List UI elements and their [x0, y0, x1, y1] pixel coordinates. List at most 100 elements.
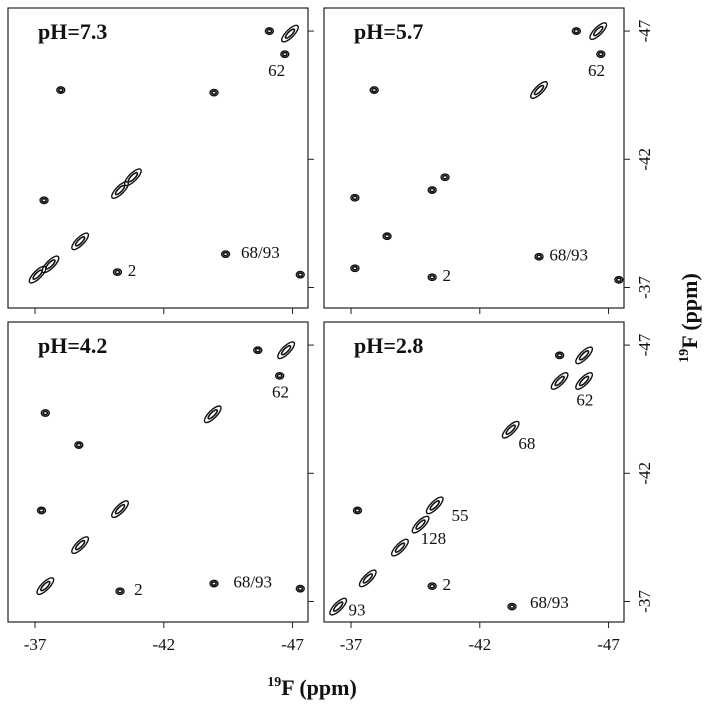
peak — [209, 579, 219, 588]
panel-title: pH=7.3 — [38, 19, 107, 44]
peak-contour — [597, 51, 604, 57]
x-axis-title: 19F (ppm) — [267, 675, 357, 700]
x-tick-label: -47 — [597, 635, 620, 654]
peak — [41, 255, 60, 274]
peak-contour — [266, 28, 273, 34]
peak — [220, 250, 231, 259]
peak — [575, 346, 594, 365]
peak-contour — [114, 184, 126, 196]
peak-contour — [371, 87, 378, 93]
peak — [589, 22, 608, 41]
peak — [440, 173, 450, 182]
peak-contour — [508, 604, 515, 610]
peak-contour — [573, 28, 580, 34]
peak-contour — [578, 350, 590, 361]
peak-contour — [351, 265, 358, 271]
peak-contour — [114, 269, 121, 275]
peak — [40, 409, 51, 417]
annotation: 68 — [518, 434, 535, 453]
peak — [350, 193, 360, 202]
x-tick-label: -37 — [340, 635, 363, 654]
annotation: 62 — [576, 390, 593, 409]
panel-title: pH=4.2 — [38, 333, 107, 358]
peak — [575, 371, 594, 390]
panel: -37 -42 -47 pH=5.7 62 2 68/93 — [323, 7, 654, 314]
annotation: 68/93 — [241, 243, 280, 262]
peak-contour — [74, 236, 86, 247]
peak-contour — [505, 424, 517, 435]
peak — [264, 27, 275, 35]
panel: pH=7.3 62 2 68/93 — [7, 7, 314, 314]
peak-contour — [117, 588, 124, 594]
annotation: 62 — [268, 61, 285, 80]
peak — [501, 420, 520, 439]
peak — [530, 81, 548, 100]
peak-contour — [276, 373, 283, 379]
y-tick-label: -37 — [635, 590, 654, 613]
peak — [390, 538, 409, 557]
peak — [111, 500, 129, 519]
annotation: 62 — [272, 383, 289, 402]
x-label: F (ppm) — [281, 675, 357, 700]
peak-contour — [429, 583, 436, 589]
peak-contour — [211, 90, 218, 96]
peak-contour — [362, 573, 374, 584]
peak-contour — [254, 347, 261, 353]
peak — [71, 232, 90, 251]
peak-contour — [394, 542, 406, 553]
peak-contour — [222, 251, 229, 257]
y-tick-label: -37 — [635, 276, 654, 299]
x-tick-label: -47 — [281, 635, 304, 654]
peak — [203, 405, 222, 424]
peak-contour — [41, 197, 48, 203]
peak-contour — [57, 87, 64, 93]
y-label-sup: 19 — [677, 349, 692, 363]
peak — [554, 351, 565, 360]
panel-frame — [323, 321, 625, 623]
peak — [329, 597, 348, 616]
peak — [209, 88, 219, 97]
peak — [274, 371, 285, 380]
peak — [123, 168, 142, 187]
peak — [358, 569, 377, 588]
x-tick-label: -37 — [24, 635, 47, 654]
peak — [36, 506, 47, 515]
peak-contour — [354, 508, 361, 513]
peak-contour — [32, 269, 43, 280]
peak-contour — [429, 500, 441, 511]
panel: -37 -42 -47 pH=4.2 62 2 68/93 — [7, 321, 314, 654]
peak-contour — [284, 28, 296, 39]
peak — [71, 536, 90, 555]
peak-contour — [442, 174, 449, 180]
peak-contour — [536, 254, 543, 260]
peak — [280, 24, 299, 43]
peak — [507, 602, 517, 611]
peak — [36, 577, 55, 596]
peak-contour — [556, 352, 563, 358]
x-tick-label: -42 — [152, 635, 175, 654]
annotation: 68/93 — [530, 593, 569, 612]
peak-contour — [281, 51, 288, 57]
peak — [111, 181, 129, 200]
peak-contour — [592, 25, 604, 37]
peak — [295, 584, 305, 593]
peak-contour — [74, 539, 86, 551]
peak-contour — [429, 274, 436, 280]
peak — [425, 496, 444, 515]
annotation: 68/93 — [549, 246, 588, 265]
annotation: 2 — [128, 261, 137, 280]
panel-frame — [323, 7, 625, 309]
peak — [571, 27, 582, 35]
y-tick-label: -42 — [635, 462, 654, 485]
peak-contour — [40, 580, 51, 592]
peak — [427, 582, 437, 591]
peak-contour — [207, 409, 219, 420]
y-label: F (ppm) — [677, 273, 702, 349]
peak-contour — [75, 442, 82, 448]
peak-contour — [211, 581, 218, 586]
peak-contour — [578, 375, 590, 387]
panel-frame — [7, 7, 309, 309]
annotation: 68/93 — [233, 572, 272, 591]
